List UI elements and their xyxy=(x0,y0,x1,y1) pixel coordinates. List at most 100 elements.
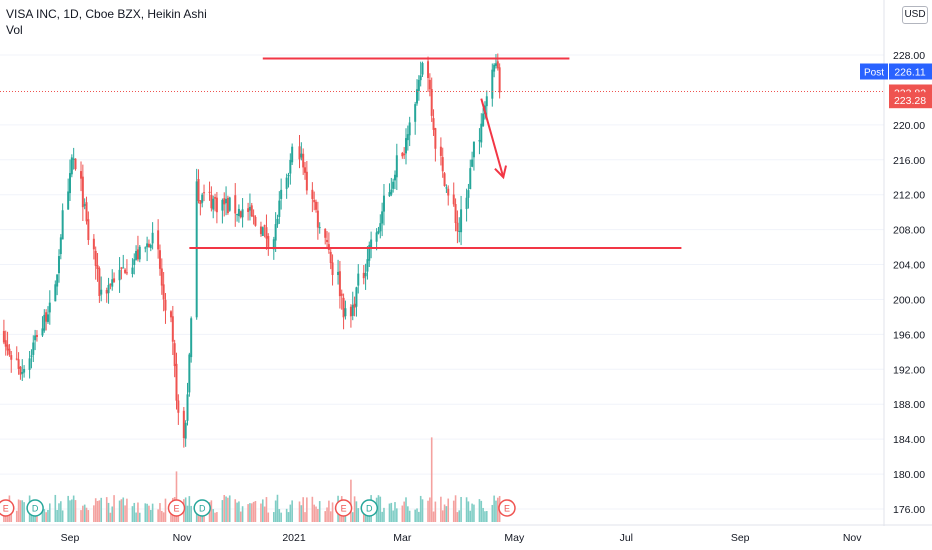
candle xyxy=(381,202,384,237)
candle-body xyxy=(80,171,83,179)
candle-body xyxy=(74,158,77,170)
candle-body xyxy=(94,250,97,266)
candle xyxy=(393,170,396,190)
candle-body xyxy=(355,287,358,307)
candle xyxy=(291,143,294,166)
volume-bar xyxy=(41,506,44,522)
volume-bar xyxy=(138,512,141,522)
volume-bar xyxy=(495,500,497,522)
candle xyxy=(69,159,71,201)
volume-bar xyxy=(105,497,108,522)
candle xyxy=(252,209,255,225)
candle-body xyxy=(199,200,202,205)
candle-body xyxy=(313,199,316,203)
candle xyxy=(408,116,411,147)
candle-body xyxy=(177,400,180,413)
volume-bar xyxy=(238,501,240,522)
volume-bar xyxy=(328,500,330,522)
volume-bar xyxy=(87,510,90,522)
candle-body xyxy=(41,328,44,336)
time-tick-label: May xyxy=(504,532,525,544)
candle-body xyxy=(45,312,48,322)
candle-body xyxy=(248,206,251,211)
volume-bar xyxy=(107,502,110,522)
volume-bar xyxy=(306,497,308,522)
volume-bar xyxy=(278,509,281,522)
candle-body xyxy=(472,141,475,158)
candle xyxy=(280,178,283,210)
price-tick-label: 200.00 xyxy=(893,294,925,306)
dividend-marker[interactable]: D xyxy=(26,499,44,517)
volume-bar xyxy=(190,505,192,522)
volume-bar xyxy=(419,495,422,522)
candle-body xyxy=(353,303,356,308)
volume-legend[interactable]: Vol xyxy=(6,23,23,37)
earnings-marker[interactable]: E xyxy=(498,499,516,517)
candle-body xyxy=(316,210,319,228)
candle-body xyxy=(377,230,380,234)
volume-bar xyxy=(467,501,470,522)
candle-body xyxy=(35,334,38,337)
volume-bar xyxy=(82,505,84,522)
volume-bar xyxy=(144,503,147,522)
dividend-marker[interactable]: D xyxy=(360,499,379,517)
candle xyxy=(379,214,382,239)
candle xyxy=(357,264,360,294)
earnings-marker[interactable]: E xyxy=(0,499,15,517)
candle xyxy=(349,304,352,328)
volume-bar xyxy=(441,510,444,522)
candle-body xyxy=(460,209,463,233)
candle xyxy=(105,287,108,303)
price-tick-label: 196.00 xyxy=(893,329,925,341)
dividend-marker[interactable]: D xyxy=(193,499,211,517)
arrow-head[interactable] xyxy=(494,165,507,180)
candle-body xyxy=(331,262,334,275)
volume-bar xyxy=(261,499,264,522)
candle xyxy=(355,286,358,317)
volume-bar xyxy=(260,503,262,522)
arrow-shaft[interactable] xyxy=(480,98,505,178)
symbol-title[interactable]: VISA INC, 1D, Cboe BZX, Heikin Ashi xyxy=(6,7,207,21)
volume-bar xyxy=(383,507,385,522)
volume-bar xyxy=(465,497,468,522)
earnings-marker[interactable]: E xyxy=(167,499,186,517)
candle-body xyxy=(471,159,474,167)
volume-bar xyxy=(427,500,429,522)
earnings-marker[interactable]: E xyxy=(334,499,353,517)
candle-body xyxy=(186,394,189,421)
post-price-tag xyxy=(889,63,932,80)
candle-series xyxy=(2,53,501,448)
volume-bar xyxy=(408,510,411,522)
candle xyxy=(107,277,110,304)
volume-bar xyxy=(339,512,341,522)
candle xyxy=(267,233,270,256)
price-tick-label: 216.00 xyxy=(893,155,925,167)
candle-body xyxy=(395,155,398,178)
candle-body xyxy=(182,410,185,439)
candle xyxy=(197,169,200,204)
volume-bar xyxy=(274,500,277,522)
candle xyxy=(54,280,57,302)
candle-body xyxy=(280,189,283,199)
candle-body xyxy=(111,279,114,287)
volume-bar xyxy=(100,497,103,522)
volume-bar xyxy=(401,505,404,522)
candle-body xyxy=(480,123,483,143)
candle-body xyxy=(344,308,347,317)
post-label: Post xyxy=(864,68,884,79)
candle xyxy=(460,195,463,246)
volume-bar xyxy=(74,500,77,522)
candle xyxy=(223,192,226,217)
candle-body xyxy=(135,251,138,260)
candle xyxy=(85,196,88,225)
price-tag-value: 226.11 xyxy=(894,67,925,79)
candle xyxy=(171,305,174,356)
currency-button[interactable]: USD xyxy=(902,6,928,24)
candle-body xyxy=(15,358,18,360)
volume-bar xyxy=(96,500,99,522)
volume-bar xyxy=(216,512,218,522)
candle xyxy=(419,61,422,87)
candle xyxy=(456,210,459,244)
